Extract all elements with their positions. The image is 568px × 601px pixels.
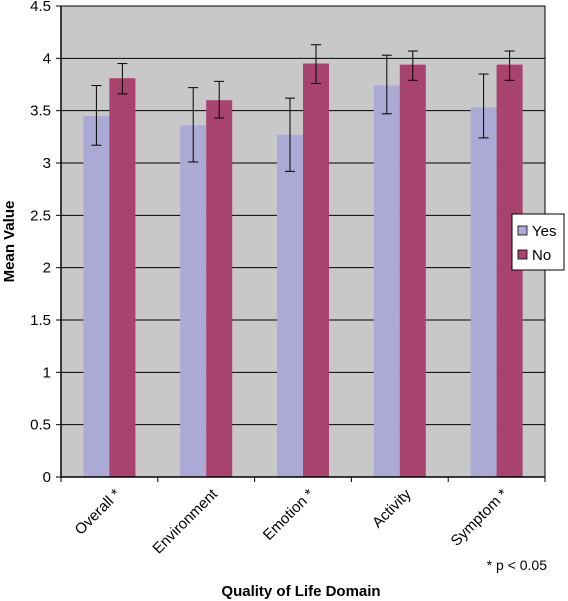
bar-no-2 (206, 100, 233, 477)
bars (83, 63, 523, 478)
x-axis-label: Quality of Life Domain (221, 583, 380, 600)
y-tick-label: 0.5 (30, 417, 51, 434)
x-tick-label: Symptom * (448, 486, 512, 550)
y-tick-label: 3.5 (30, 103, 51, 120)
bar-yes-1 (83, 115, 110, 478)
y-tick-label: 4 (43, 50, 51, 67)
bar-yes-2 (180, 125, 207, 477)
error-bars (91, 44, 515, 172)
y-tick-label: 2.5 (30, 207, 51, 224)
legend-label-yes: Yes (532, 223, 556, 240)
legend-box (511, 213, 565, 271)
y-tick-label: 2 (43, 260, 51, 277)
y-tick-label: 3 (43, 155, 51, 172)
significance-note: * p < 0.05 (487, 557, 548, 573)
y-tick-label: 0 (43, 469, 51, 486)
x-tick-label: Activity (369, 485, 415, 531)
legend-swatch-no (517, 249, 528, 260)
y-tick-label: 1.5 (30, 312, 51, 329)
y-tick-labels: 0 0.5 1 1.5 2 2.5 3 3.5 4 4.5 (30, 0, 51, 486)
bar-yes-5 (470, 107, 497, 477)
x-tick-label: Emotion * (260, 486, 318, 544)
y-axis-label: Mean Value (1, 201, 18, 283)
bar-no-3 (303, 63, 329, 478)
x-tick-label: Overall * (72, 486, 125, 539)
x-tick-labels: Overall * Environment Emotion * Activity Sym… (72, 485, 512, 557)
legend: Yes No (511, 213, 565, 271)
bar-yes-3 (277, 134, 303, 478)
bar-yes-4 (373, 85, 400, 478)
x-tick-label: Environment (149, 485, 221, 557)
y-tick-label: 4.5 (30, 0, 51, 15)
legend-label-no: No (532, 247, 551, 264)
bar-no-1 (109, 78, 136, 477)
y-tick-label: 1 (43, 364, 51, 381)
bar-no-4 (399, 64, 426, 477)
legend-swatch-yes (517, 225, 528, 236)
bar-no-5 (496, 64, 523, 477)
